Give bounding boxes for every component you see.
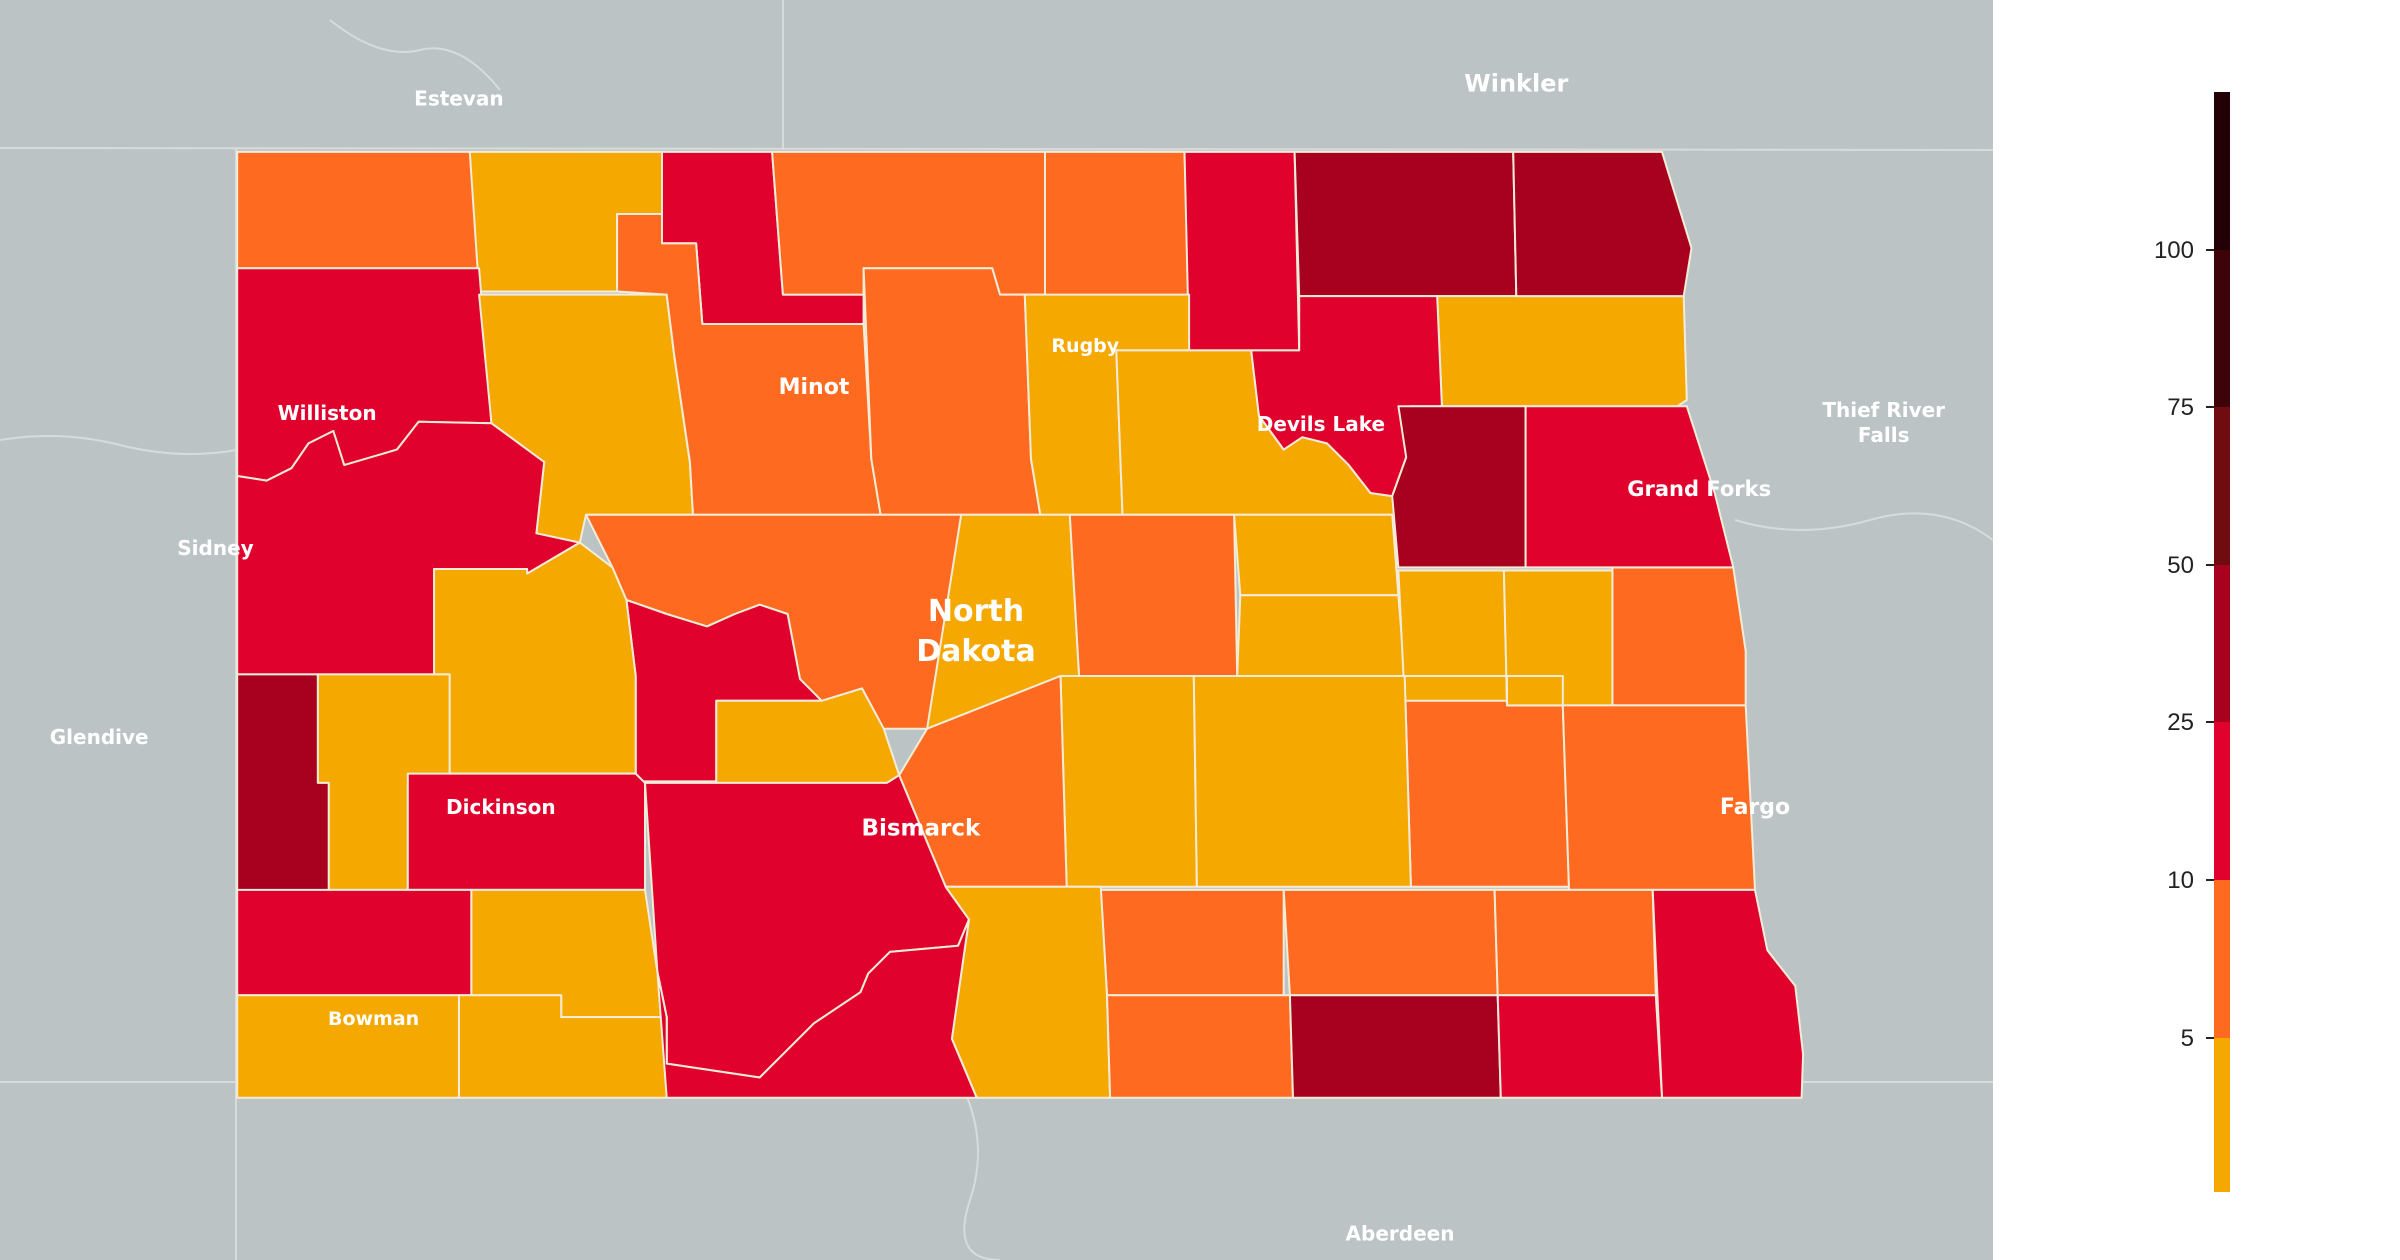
legend-bin-0-5 bbox=[2214, 1038, 2230, 1192]
county-c29[interactable] bbox=[1236, 594, 1406, 677]
state-label-north: North bbox=[928, 594, 1024, 629]
county-c32[interactable] bbox=[1397, 569, 1508, 702]
legend-bin-25-50 bbox=[2214, 565, 2230, 722]
county-c40[interactable] bbox=[236, 673, 330, 916]
county-c38[interactable] bbox=[1403, 675, 1564, 707]
county-c16[interactable] bbox=[1436, 295, 1688, 408]
county-c35[interactable] bbox=[1059, 675, 1198, 888]
legend-tick-label-5: 5 bbox=[2181, 1025, 2194, 1052]
county-c08[interactable] bbox=[1293, 150, 1518, 298]
county-c26[interactable] bbox=[433, 541, 637, 775]
color-legend: 100 75 50 25 10 5 bbox=[2154, 92, 2230, 1192]
county-c55[interactable] bbox=[1496, 994, 1663, 1099]
river-west bbox=[0, 435, 237, 455]
county-c20[interactable] bbox=[1512, 150, 1693, 298]
legend-tick-label-25: 25 bbox=[2167, 709, 2194, 736]
legend-tick-label-50: 50 bbox=[2167, 552, 2194, 579]
county-c30[interactable] bbox=[1403, 675, 1570, 888]
river-south bbox=[959, 1081, 1001, 1260]
city-label-fargo: Fargo bbox=[1720, 795, 1790, 820]
city-labels: Williston Minot Rugby Devils Lake Grand Fork… bbox=[278, 335, 1791, 1030]
county-c23[interactable] bbox=[1068, 513, 1239, 677]
county-c41[interactable] bbox=[406, 772, 646, 891]
legend-bin-5-10 bbox=[2214, 880, 2230, 1038]
county-c44[interactable] bbox=[236, 888, 473, 997]
river-east bbox=[1734, 512, 1994, 541]
county-c13[interactable] bbox=[862, 267, 1042, 516]
county-c24[interactable] bbox=[1233, 513, 1400, 597]
city-label-devils-lake: Devils Lake bbox=[1257, 412, 1385, 436]
city-label-williston: Williston bbox=[278, 401, 377, 425]
county-c37[interactable] bbox=[1192, 675, 1412, 888]
canada-border bbox=[0, 147, 1994, 151]
legend-tick-label-75: 75 bbox=[2167, 394, 2194, 421]
county-c54[interactable] bbox=[1288, 994, 1502, 1099]
city-label-bowman: Bowman bbox=[328, 1008, 419, 1030]
legend-tick-label-100: 100 bbox=[2154, 237, 2194, 264]
river-north bbox=[329, 19, 501, 91]
place-label-thief2: Falls bbox=[1858, 423, 1910, 447]
place-label-aberdeen: Aberdeen bbox=[1346, 1221, 1455, 1245]
place-label-thief1: Thief River bbox=[1822, 398, 1945, 422]
county-c49[interactable] bbox=[1651, 888, 1805, 1099]
place-label-winkler: Winkler bbox=[1464, 70, 1568, 98]
county-c46[interactable] bbox=[1099, 888, 1285, 997]
county-layer bbox=[236, 150, 1805, 1099]
place-label-estevan: Estevan bbox=[414, 86, 503, 110]
state-label-dakota: Dakota bbox=[916, 634, 1036, 669]
county-c50[interactable] bbox=[944, 885, 1112, 1099]
county-c31[interactable] bbox=[1391, 405, 1527, 569]
city-label-grand-forks: Grand Forks bbox=[1627, 477, 1771, 501]
county-c48[interactable] bbox=[1493, 888, 1657, 997]
city-label-bismarck: Bismarck bbox=[861, 816, 981, 842]
legend-tick-label-10: 10 bbox=[2167, 867, 2194, 894]
county-c53[interactable] bbox=[1106, 994, 1294, 1099]
county-c52[interactable] bbox=[236, 994, 460, 1099]
county-c33[interactable] bbox=[1524, 405, 1735, 569]
county-c06[interactable] bbox=[1044, 150, 1191, 298]
city-label-rugby: Rugby bbox=[1051, 335, 1119, 357]
place-label-glendive: Glendive bbox=[50, 725, 149, 749]
legend-bin-50-75 bbox=[2214, 407, 2230, 565]
city-label-minot: Minot bbox=[779, 375, 850, 400]
county-c01[interactable] bbox=[236, 150, 481, 270]
city-label-dickinson: Dickinson bbox=[446, 795, 556, 819]
legend-bin-100-125 bbox=[2214, 92, 2230, 250]
legend-bin-75-100 bbox=[2214, 250, 2230, 407]
county-c47[interactable] bbox=[1282, 888, 1499, 997]
legend-bin-10-25 bbox=[2214, 722, 2230, 880]
county-c07[interactable] bbox=[1183, 150, 1301, 352]
place-label-sidney: Sidney bbox=[177, 536, 253, 560]
legend-background bbox=[1993, 0, 2400, 1260]
county-c51[interactable] bbox=[656, 918, 978, 1099]
county-c25[interactable] bbox=[1611, 566, 1747, 707]
